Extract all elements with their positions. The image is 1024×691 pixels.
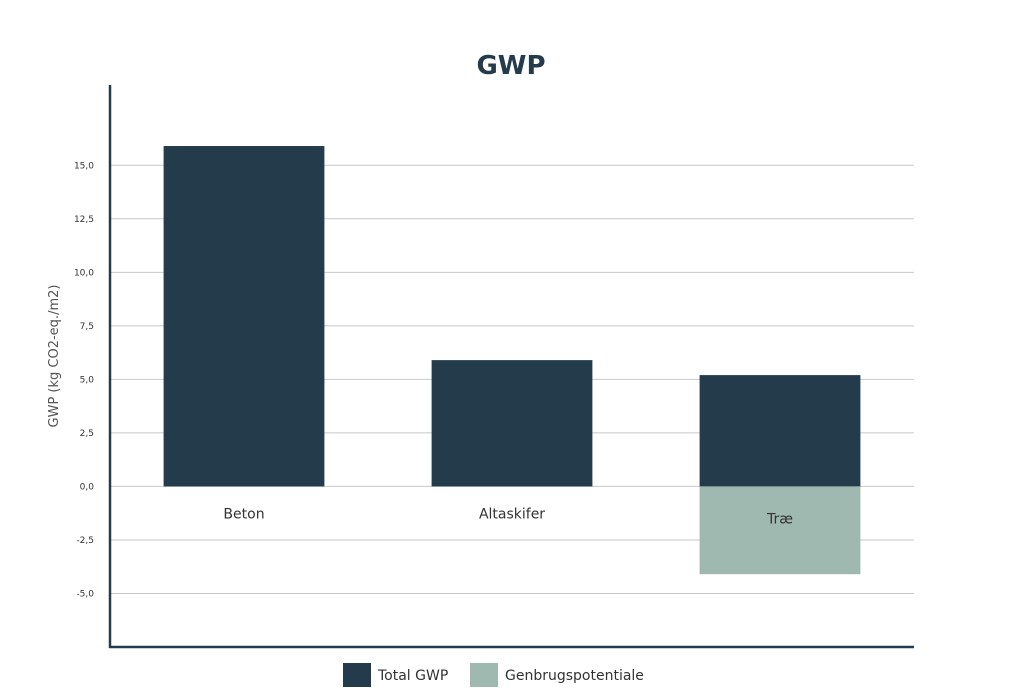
bar-genbrugspotentiale-2	[699, 486, 861, 575]
category-labels: Beton Altaskifer Træ	[223, 506, 793, 527]
legend-swatch	[343, 663, 371, 687]
legend-label: Total GWP	[377, 668, 448, 684]
category-label: Træ	[766, 511, 793, 527]
y-tick-label: 7,5	[80, 322, 94, 332]
y-tick-label: 15,0	[74, 161, 94, 171]
y-tick-label: 5,0	[80, 375, 95, 385]
legend: Total GWP Genbrugspotentiale	[343, 663, 644, 687]
y-tick-label: 2,5	[80, 429, 94, 439]
y-tick-labels: -5,0 -2,5 0,0 2,5 5,0 7,5 10,0 12,5 15,0	[74, 161, 94, 599]
bar-total-gwp-1	[431, 360, 593, 487]
bar-total-gwp-0	[163, 146, 325, 487]
category-label: Altaskifer	[479, 506, 545, 522]
y-tick-label: -2,5	[76, 536, 94, 546]
y-tick-label: 0,0	[80, 482, 95, 492]
legend-label: Genbrugspotentiale	[505, 668, 644, 684]
category-label: Beton	[223, 506, 264, 522]
legend-swatch	[470, 663, 498, 687]
y-tick-label: 12,5	[74, 215, 94, 225]
bars	[163, 146, 861, 575]
y-tick-label: -5,0	[76, 589, 94, 599]
y-tick-label: 10,0	[74, 268, 94, 278]
y-axis-label: GWP (kg CO2-eq./m2)	[47, 285, 62, 428]
bar-total-gwp-2	[699, 375, 861, 487]
chart-title: GWP	[476, 51, 545, 81]
